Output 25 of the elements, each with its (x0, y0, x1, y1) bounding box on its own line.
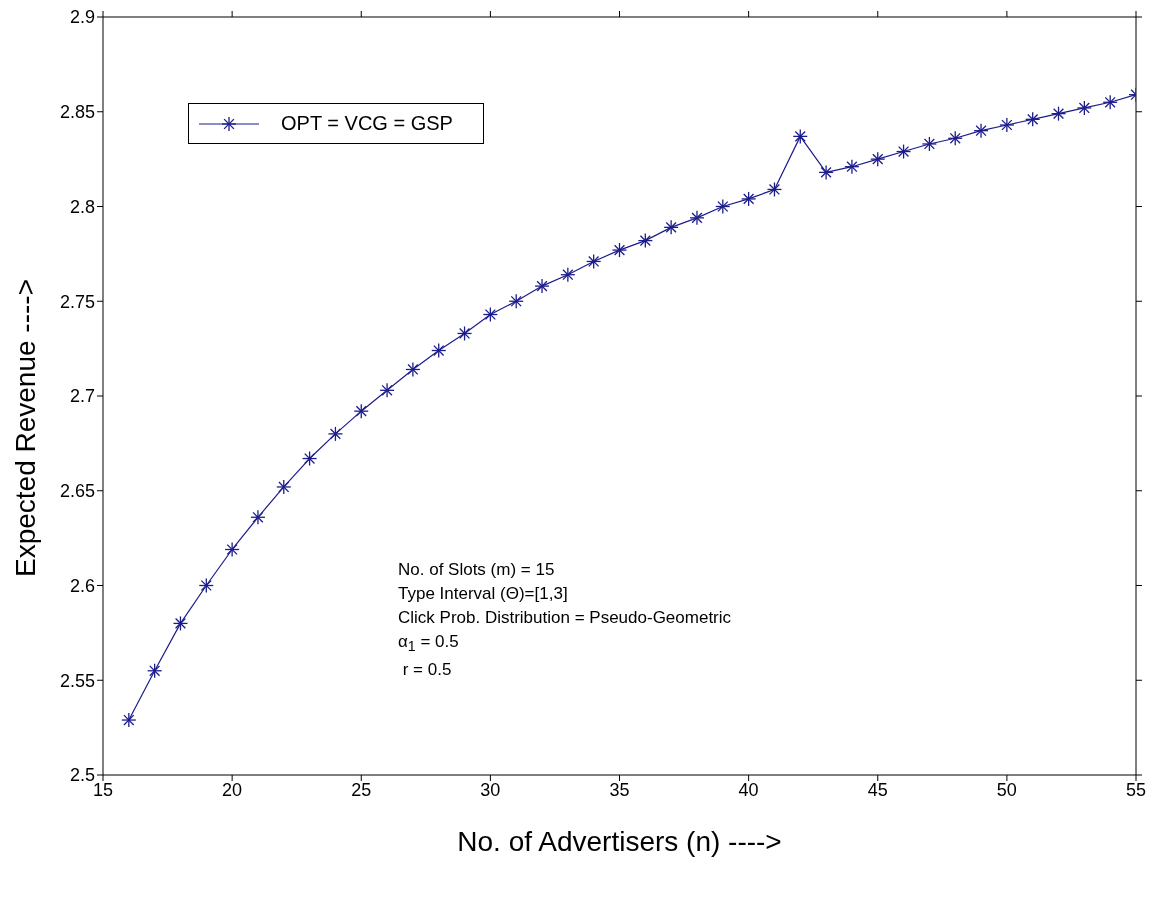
x-tick-label: 35 (609, 779, 630, 800)
x-tick-label: 50 (996, 779, 1017, 800)
x-tick-label: 25 (351, 779, 372, 800)
y-tick-label: 2.85 (59, 102, 95, 123)
x-tick-label: 45 (867, 779, 888, 800)
y-tick-label: 2.9 (69, 7, 95, 28)
annotation: r = 0.5 (401, 659, 453, 682)
annotation: α$_{1}$ = 0.5 (398, 631, 460, 657)
y-axis-title: Expected Revenue ----> (10, 278, 42, 578)
y-tick-label: 2.55 (59, 670, 95, 691)
y-tick-label: 2.65 (59, 481, 95, 502)
annotation: Click Prob. Distribution = Pseudo-Geometric (398, 607, 732, 629)
y-tick-label: 2.5 (69, 765, 95, 786)
annotation: Type Interval (Θ)=[1,3] (398, 583, 569, 605)
y-tick-label: 2.7 (69, 386, 95, 407)
annotation: No. of Slots (m) = 15 (398, 559, 556, 581)
x-axis-title: No. of Advertisers (n) ----> (457, 826, 782, 857)
y-tick-label: 2.8 (69, 196, 95, 217)
legend-label: OPT = VCG = GSP (281, 112, 453, 135)
x-tick-label: 20 (222, 779, 243, 800)
x-tick-label: 40 (738, 779, 759, 800)
y-tick-label: 2.6 (69, 575, 95, 596)
y-tick-label: 2.75 (59, 291, 95, 312)
x-tick-label: 55 (1125, 779, 1147, 800)
x-tick-label: 30 (480, 779, 501, 800)
